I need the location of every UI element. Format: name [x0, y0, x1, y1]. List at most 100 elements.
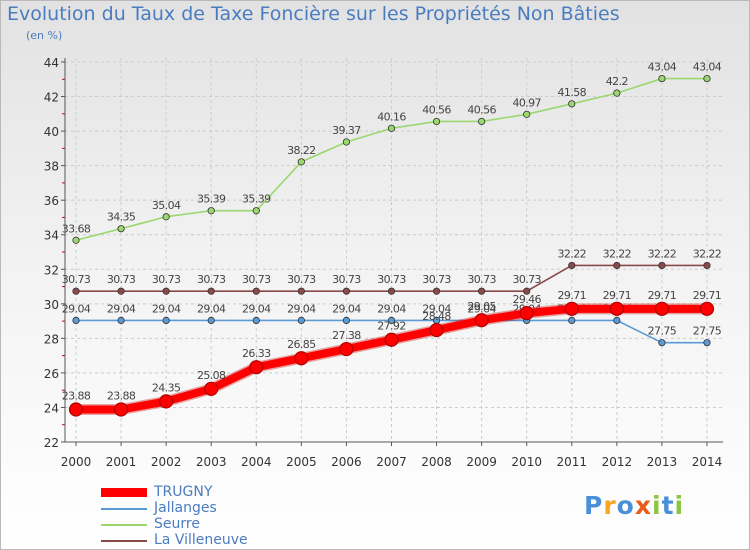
data-point-seurre — [117, 225, 125, 233]
data-point-la-villeneuve — [342, 287, 351, 295]
data-point-trugny — [113, 402, 129, 417]
data-point-jallanges — [658, 339, 666, 347]
x-tick-label: 2007 — [376, 455, 407, 469]
y-tick-label: 26 — [44, 367, 59, 381]
y-tick-label: 22 — [44, 436, 59, 450]
legend-swatch — [101, 524, 147, 526]
data-point-seurre — [523, 110, 531, 118]
data-label-jallanges: 29.04 — [107, 302, 136, 315]
legend-swatch — [101, 508, 147, 510]
data-point-seurre — [297, 158, 305, 166]
data-point-seurre — [613, 89, 621, 97]
x-tick-label: 2012 — [602, 455, 633, 469]
data-point-jallanges — [207, 316, 215, 324]
data-label-trugny: 29.71 — [603, 289, 632, 302]
data-label-trugny: 26.33 — [242, 347, 271, 360]
data-label-jallanges: 29.04 — [332, 302, 361, 315]
logo-letter: x — [634, 491, 652, 520]
y-tick-label: 40 — [44, 125, 59, 139]
data-point-trugny — [609, 301, 624, 316]
x-tick-label: 2011 — [556, 455, 587, 469]
data-point-la-villeneuve — [117, 287, 125, 295]
data-point-trugny — [68, 402, 84, 417]
data-point-seurre — [342, 138, 351, 146]
data-point-jallanges — [613, 316, 621, 324]
data-point-la-villeneuve — [432, 287, 441, 295]
y-tick-label: 42 — [44, 91, 59, 105]
data-point-la-villeneuve — [703, 261, 711, 270]
data-point-jallanges — [72, 316, 80, 324]
data-point-seurre — [72, 236, 80, 244]
data-label-seurre: 33.68 — [62, 222, 91, 235]
y-tick-label: 38 — [44, 160, 59, 174]
chart-title: Evolution du Taux de Taxe Foncière sur l… — [7, 3, 620, 25]
data-point-jallanges — [297, 316, 305, 324]
data-label-trugny: 24.35 — [152, 381, 181, 394]
y-tick-label: 34 — [44, 229, 59, 243]
x-tick-label: 2008 — [421, 455, 452, 469]
y-tick-label: 32 — [44, 263, 59, 277]
logo-letter: i — [674, 491, 685, 520]
data-point-jallanges — [568, 316, 576, 324]
data-label-la-villeneuve: 30.73 — [107, 273, 136, 286]
data-point-jallanges — [387, 316, 396, 324]
x-tick-label: 2010 — [511, 455, 542, 469]
data-point-seurre — [162, 213, 170, 221]
y-tick-label: 28 — [44, 332, 59, 346]
data-point-trugny — [384, 332, 399, 347]
logo-letter: r — [603, 491, 617, 520]
data-label-jallanges: 29.04 — [242, 302, 271, 315]
x-tick-label: 2000 — [61, 455, 92, 469]
data-point-jallanges — [252, 316, 260, 324]
x-tick-label: 2001 — [106, 455, 137, 469]
data-point-la-villeneuve — [613, 261, 621, 270]
data-point-la-villeneuve — [523, 287, 531, 295]
logo-letter: t — [661, 491, 675, 520]
data-point-jallanges — [342, 316, 351, 324]
legend-label: Seurre — [154, 516, 200, 532]
x-tick-label: 2009 — [466, 455, 497, 469]
data-label-seurre: 41.58 — [558, 86, 587, 99]
data-label-seurre: 43.04 — [648, 61, 677, 74]
y-tick-label: 24 — [44, 401, 59, 415]
data-label-jallanges: 27.75 — [648, 325, 677, 338]
y-axis-unit: (en %) — [26, 29, 63, 42]
data-label-seurre: 40.97 — [512, 96, 541, 109]
data-point-seurre — [568, 100, 576, 108]
y-tick-label: 30 — [44, 298, 59, 312]
data-label-jallanges: 29.04 — [152, 302, 181, 315]
logo-letter: i — [652, 491, 662, 520]
data-point-la-villeneuve — [387, 287, 396, 295]
data-label-trugny: 26.85 — [287, 338, 316, 351]
data-label-trugny: 29.71 — [558, 289, 587, 302]
legend-label: Jallanges — [154, 500, 217, 516]
data-label-la-villeneuve: 32.22 — [558, 247, 587, 260]
x-tick-label: 2013 — [647, 455, 678, 469]
data-label-seurre: 35.39 — [197, 193, 226, 206]
y-tick-label: 44 — [44, 56, 59, 70]
data-label-seurre: 39.37 — [332, 124, 361, 137]
data-label-la-villeneuve: 30.73 — [197, 273, 226, 286]
data-point-seurre — [432, 117, 441, 126]
data-label-trugny: 29.71 — [693, 289, 722, 302]
data-label-seurre: 40.56 — [422, 103, 451, 116]
data-point-trugny — [564, 301, 579, 316]
data-label-jallanges: 29.04 — [377, 302, 406, 315]
data-label-la-villeneuve: 30.73 — [152, 273, 181, 286]
data-label-la-villeneuve: 30.73 — [287, 273, 316, 286]
data-label-trugny: 27.38 — [332, 329, 361, 342]
data-point-la-villeneuve — [658, 261, 666, 270]
data-point-trugny — [519, 306, 534, 321]
data-point-seurre — [207, 207, 215, 215]
data-label-trugny: 29.46 — [512, 293, 541, 306]
x-tick-label: 2002 — [151, 455, 182, 469]
data-point-la-villeneuve — [162, 287, 170, 295]
data-label-seurre: 42.2 — [606, 75, 628, 88]
x-tick-label: 2014 — [692, 455, 723, 469]
data-label-seurre: 35.04 — [152, 199, 181, 212]
data-label-la-villeneuve: 30.73 — [512, 273, 541, 286]
x-tick-label: 2005 — [286, 455, 317, 469]
data-label-la-villeneuve: 32.22 — [693, 247, 722, 260]
data-label-trugny: 23.88 — [62, 390, 91, 403]
data-point-la-villeneuve — [297, 287, 305, 295]
